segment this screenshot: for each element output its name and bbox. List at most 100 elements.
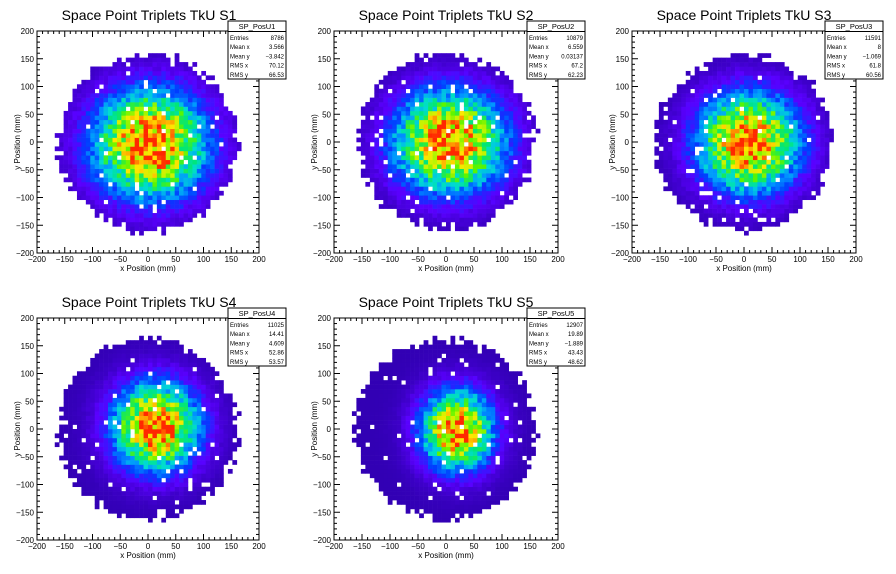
heatmap-bin <box>134 380 140 385</box>
heatmap-bin <box>81 115 87 121</box>
heatmap-bin <box>81 451 87 456</box>
heatmap-bin <box>694 155 700 161</box>
heatmap-bin <box>779 190 785 196</box>
heatmap-bin <box>108 173 113 178</box>
heatmap-bin <box>148 375 153 381</box>
heatmap-bin <box>201 190 207 196</box>
heatmap-bin <box>499 106 505 112</box>
heatmap-bin <box>59 155 64 161</box>
heatmap-bin <box>143 451 149 456</box>
heatmap-bin <box>806 181 812 187</box>
heatmap-bin <box>477 150 483 156</box>
heatmap-bin <box>63 119 69 125</box>
heatmap-bin <box>68 146 73 152</box>
heatmap-bin <box>766 181 772 187</box>
heatmap-bin <box>156 190 162 196</box>
heatmap-bin <box>201 102 207 107</box>
heatmap-bin <box>761 88 767 94</box>
heatmap-bin <box>797 159 803 165</box>
heatmap-bin <box>432 159 438 165</box>
heatmap-bin <box>472 137 478 143</box>
heatmap-bin <box>201 204 207 209</box>
heatmap-bin <box>757 213 763 218</box>
heatmap-bin <box>396 102 402 107</box>
heatmap-bin <box>81 424 87 430</box>
heatmap-bin <box>717 155 722 161</box>
heatmap-bin <box>788 159 794 165</box>
heatmap-bin <box>392 106 398 112</box>
heatmap-bin <box>694 128 700 134</box>
heatmap-bin <box>735 146 740 152</box>
heatmap-bin <box>401 146 406 152</box>
heatmap-bin <box>201 97 207 103</box>
heatmap-bin <box>148 437 153 443</box>
heatmap-bin <box>103 442 109 448</box>
heatmap-bin <box>81 88 87 94</box>
heatmap-bin <box>806 164 812 169</box>
heatmap-bin <box>770 93 776 98</box>
heatmap-bin <box>59 164 64 169</box>
heatmap-bin <box>378 159 384 165</box>
heatmap-bin <box>112 397 118 403</box>
heatmap-bin <box>383 84 389 90</box>
heatmap-bin <box>414 217 420 223</box>
heatmap-bin <box>130 362 135 368</box>
heatmap-bin <box>103 159 109 165</box>
heatmap-bin <box>179 181 184 187</box>
heatmap-bin <box>517 106 523 112</box>
heatmap-bin <box>522 128 527 134</box>
heatmap-bin <box>143 397 149 403</box>
heatmap-bin <box>437 190 442 196</box>
heatmap-bin <box>125 66 131 72</box>
heatmap-bin <box>148 217 153 223</box>
heatmap-bin <box>681 199 687 205</box>
heatmap-bin <box>508 164 514 169</box>
heatmap-bin <box>463 66 469 72</box>
heatmap-bin <box>454 57 460 63</box>
heatmap-bin <box>802 97 808 103</box>
heatmap-bin <box>161 62 167 67</box>
y-tick-label: −50 <box>317 166 331 175</box>
heatmap-bin <box>85 97 91 103</box>
heatmap-bin <box>667 106 673 112</box>
heatmap-bin <box>121 177 127 183</box>
heatmap-bin <box>428 62 433 67</box>
heatmap-bin <box>187 75 193 81</box>
heatmap-bin <box>446 186 451 192</box>
heatmap-bin <box>437 164 442 169</box>
heatmap-bin <box>143 429 149 434</box>
heatmap-bin <box>108 208 113 214</box>
heatmap-bin <box>161 186 167 192</box>
heatmap-bin <box>125 500 131 505</box>
heatmap-bin <box>477 155 483 161</box>
heatmap-bin <box>517 102 523 107</box>
heatmap-bin <box>360 133 366 138</box>
heatmap-bin <box>161 137 167 143</box>
heatmap-bin <box>187 97 193 103</box>
heatmap-bin <box>152 142 158 147</box>
heatmap-bin <box>165 513 171 519</box>
heatmap-bin <box>708 155 713 161</box>
heatmap-bin <box>183 150 189 156</box>
heatmap-bin <box>170 217 175 223</box>
heatmap-bin <box>187 195 193 201</box>
heatmap-bin <box>815 181 821 187</box>
heatmap-bin <box>721 186 727 192</box>
heatmap-bin <box>441 66 447 72</box>
heatmap-bin <box>85 119 91 125</box>
heatmap-bin <box>170 128 175 134</box>
heatmap-bin <box>94 177 100 183</box>
heatmap-bin <box>410 84 415 90</box>
heatmap-bin <box>219 106 224 112</box>
heatmap-bin <box>748 133 754 138</box>
heatmap-bin <box>428 195 433 201</box>
heatmap-bin <box>196 181 202 187</box>
heatmap-bin <box>112 164 118 169</box>
heatmap-bin <box>125 380 131 385</box>
heatmap-bin <box>454 128 460 134</box>
heatmap-bin <box>414 62 420 67</box>
heatmap-bin <box>712 88 718 94</box>
heatmap-bin <box>134 53 140 58</box>
heatmap-bin <box>685 79 691 85</box>
heatmap-bin <box>223 146 229 152</box>
